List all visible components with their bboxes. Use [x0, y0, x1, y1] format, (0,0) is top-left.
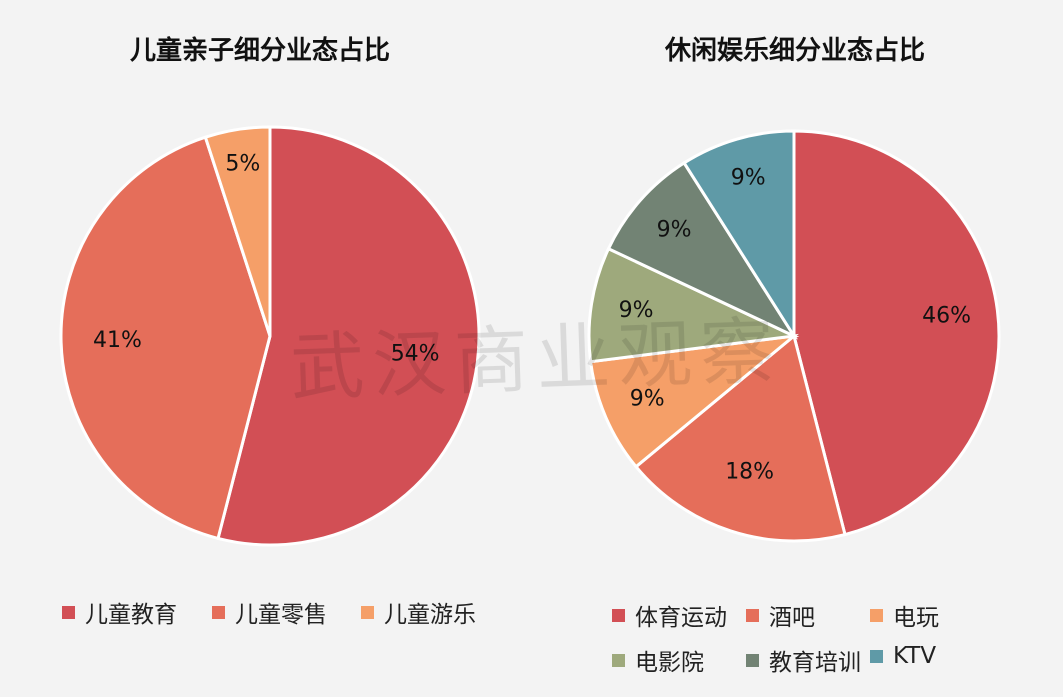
legend-label-0-0: 儿童教育: [85, 602, 177, 628]
pie-1-slice-2: [588, 333, 799, 469]
legend-swatch-1-2: [870, 608, 883, 622]
chart-title-right: 休闲娱乐细分业态占比: [664, 36, 925, 66]
legend-label-1-3: 电影院: [635, 650, 704, 676]
legend-label-0-1: 儿童零售: [235, 602, 327, 628]
legend-swatch-0-2: [361, 605, 374, 619]
legend-swatch-1-5: [870, 649, 883, 663]
legend-swatch-1-3: [612, 653, 625, 667]
pie-1-data-label-3: 9%: [619, 298, 654, 323]
pie-1-data-label-4: 9%: [657, 217, 692, 242]
legend-item-1-1: 酒吧: [746, 598, 815, 632]
legend-swatch-1-0: [612, 608, 625, 622]
legend-item-1-0: 体育运动: [612, 598, 727, 632]
legend-item-1-4: 教育培训: [746, 643, 861, 677]
legend-swatch-1-4: [746, 653, 759, 667]
pie-1-data-label-2: 9%: [630, 387, 665, 412]
watermark-text: 武汉商业观察: [288, 308, 784, 412]
chart-title-left: 儿童亲子细分业态占比: [129, 36, 390, 66]
legend-label-1-1: 酒吧: [769, 605, 815, 631]
pie-1-slice-1: [633, 333, 847, 543]
pie-0-slice-1: [59, 135, 272, 541]
legend-swatch-0-1: [212, 605, 225, 619]
legend-label-1-5: KTV: [893, 643, 937, 669]
pie-1-slice-4: [606, 160, 799, 340]
pie-1-slice-3: [587, 246, 800, 364]
legend-item-1-3: 电影院: [612, 643, 704, 677]
legend-label-1-4: 教育培训: [769, 650, 861, 676]
pie-1-slice-5: [682, 129, 796, 342]
legend-item-1-5: KTV: [870, 643, 936, 669]
pie-0-slice-2: [203, 125, 272, 337]
pie-1-slice-0: [792, 129, 1001, 537]
legend-item-0-2: 儿童游乐: [361, 595, 476, 629]
legend-swatch-1-1: [746, 608, 759, 622]
legend-item-0-0: 儿童教育: [62, 595, 177, 629]
legend-label-1-0: 体育运动: [635, 605, 727, 631]
pie-0-data-label-1: 41%: [93, 328, 142, 353]
pie-0-data-label-2: 5%: [225, 152, 260, 177]
pie-1-data-label-5: 9%: [731, 166, 766, 191]
pie-1-data-label-0: 46%: [922, 304, 971, 329]
pie-0-slice-0: [216, 125, 481, 547]
legend-label-0-2: 儿童游乐: [384, 602, 476, 628]
pie-0-data-label-0: 54%: [391, 341, 440, 366]
legend-swatch-0-0: [62, 605, 75, 619]
legend-item-1-2: 电玩: [870, 598, 939, 632]
pie-1-data-label-1: 18%: [725, 459, 774, 484]
legend-label-1-2: 电玩: [893, 605, 939, 631]
legend-item-0-1: 儿童零售: [212, 595, 327, 629]
